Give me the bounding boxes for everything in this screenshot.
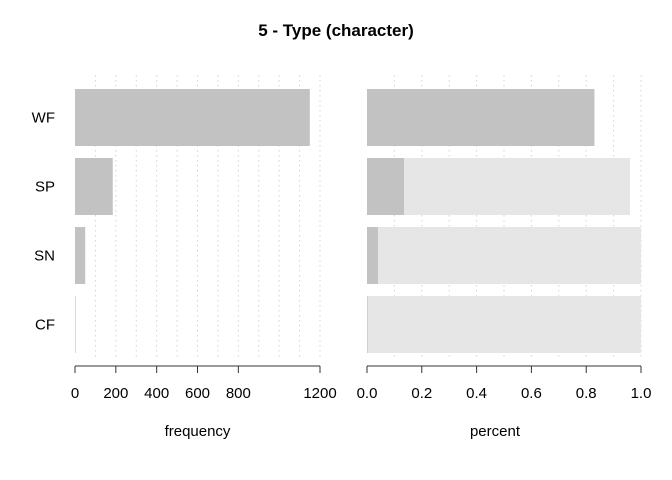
x-tick-label: 600 <box>185 385 210 402</box>
category-label-sp: SP <box>35 179 55 196</box>
bar-wf <box>367 89 595 146</box>
x-tick-label: 0.8 <box>576 385 597 402</box>
bar-sp <box>75 158 113 215</box>
x-tick-label: 200 <box>103 385 128 402</box>
bar-cf <box>367 296 368 353</box>
bar-remainder-sp <box>367 158 631 215</box>
bar-remainder-sn <box>367 227 641 284</box>
x-tick-label: 400 <box>144 385 169 402</box>
bar-remainder-cf <box>367 296 641 353</box>
bar-sn <box>75 227 86 284</box>
bar-wf <box>75 89 310 146</box>
x-tick-label: 1.0 <box>631 385 652 402</box>
x-tick-label: 0.6 <box>521 385 542 402</box>
x-tick-label: 0.2 <box>411 385 432 402</box>
x-axis-label: percent <box>470 423 521 440</box>
category-label-wf: WF <box>32 110 55 127</box>
x-axis-label: frequency <box>165 423 231 440</box>
category-label-cf: CF <box>35 317 55 334</box>
bar-cf <box>75 296 76 353</box>
x-tick-label: 0.4 <box>466 385 487 402</box>
category-label-sn: SN <box>34 248 55 265</box>
x-tick-label: 0 <box>71 385 79 402</box>
bar-sn <box>367 227 378 284</box>
bar-sp <box>367 158 404 215</box>
chart-title: 5 - Type (character) <box>258 21 414 40</box>
x-tick-label: 800 <box>226 385 251 402</box>
x-tick-label: 0.0 <box>357 385 378 402</box>
x-tick-label: 1200 <box>303 385 336 402</box>
frequency-panel: 0 200 400 600 800 1200 frequency WF SP SN CF <box>32 75 337 440</box>
percent-panel: 0.0 0.2 0.4 0.6 0.8 1.0 percent <box>357 75 652 440</box>
